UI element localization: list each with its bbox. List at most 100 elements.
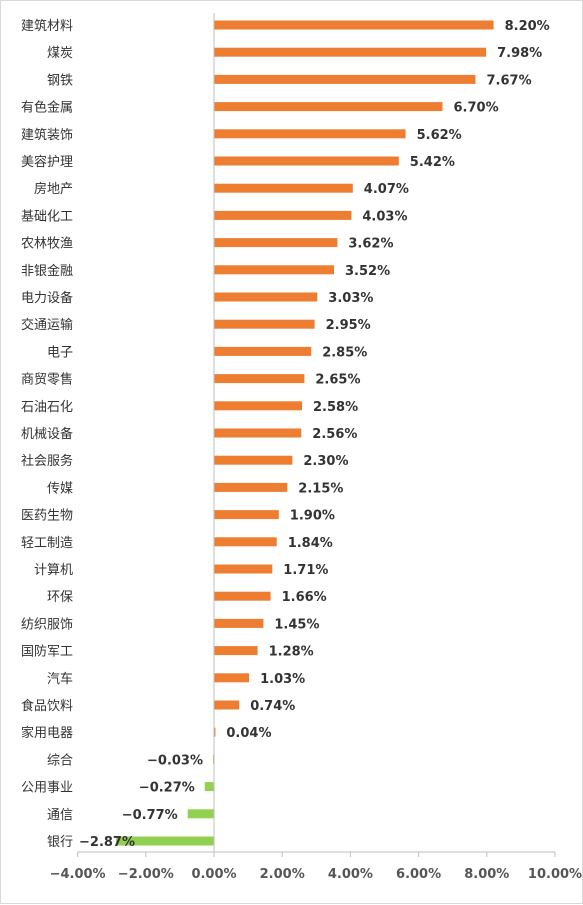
category-labels: 建筑材料煤炭钢铁有色金属建筑装饰美容护理房地产基础化工农林牧渔非银金融电力设备交… [21,18,73,850]
value-label: 5.62% [417,128,462,143]
value-label: 2.95% [326,318,371,333]
bar [214,673,250,683]
bar [214,319,315,329]
category-label: 通信 [47,808,73,823]
value-label: 3.03% [328,291,373,306]
bars-layer [116,20,494,846]
category-label: 建筑材料 [21,18,73,34]
category-label: 房地产 [34,181,73,197]
category-label: 社会服务 [21,453,73,469]
bar [214,700,240,710]
bar [214,265,334,275]
category-label: 电力设备 [21,290,73,306]
category-label: 食品饮料 [21,698,73,714]
value-label: 2.58% [313,400,358,415]
category-label: 机械设备 [21,426,73,442]
bar [214,102,443,112]
bar [214,183,353,193]
category-label: 煤炭 [47,46,73,61]
value-label: 3.62% [348,237,393,252]
value-label: 5.42% [410,155,455,170]
bar [214,47,487,57]
x-tick-label: 6.00% [396,867,441,882]
value-label: 1.66% [282,590,327,605]
category-label: 交通运输 [21,317,73,333]
bar [214,374,305,384]
value-label: 1.84% [288,536,333,551]
bar [116,836,214,846]
value-label: 3.52% [345,264,390,279]
bar [214,591,271,601]
category-label: 钢铁 [47,73,73,88]
x-tick-label: 8.00% [464,867,509,882]
value-label: 2.30% [303,454,348,469]
value-label: 4.07% [364,182,409,197]
bar [214,482,288,492]
category-label: 医药生物 [21,509,73,524]
category-label: 基础化工 [21,209,73,224]
category-label: 传媒 [47,481,73,496]
value-label: −0.77% [122,808,178,823]
bar [214,537,277,547]
bar [214,156,399,166]
category-label: 汽车 [47,671,73,687]
value-label: 7.98% [497,46,542,61]
category-label: 公用事业 [21,781,73,796]
value-label: 8.20% [505,19,550,34]
bar [214,510,279,520]
category-label: 环保 [47,590,73,605]
value-label: 1.28% [269,645,314,660]
bar [214,618,264,628]
category-label: 电子 [47,345,73,360]
value-label: −2.87% [79,835,135,850]
category-label: 美容护理 [21,154,73,170]
bar [204,782,214,792]
value-label: 4.03% [362,209,407,224]
category-label: 综合 [47,753,73,768]
value-label: 1.03% [260,672,305,687]
bar [214,74,476,84]
x-tick-label: 10.00% [528,867,582,882]
category-label: 非银金融 [21,263,73,279]
value-label: 1.45% [274,617,319,632]
bar [214,646,258,656]
value-label: 2.85% [322,345,367,360]
category-label: 建筑装饰 [21,127,73,143]
category-label: 国防军工 [21,644,73,660]
bar [214,292,318,302]
x-tick-label: 2.00% [260,867,305,882]
category-label: 农林牧渔 [21,237,73,252]
x-tick-label: 4.00% [328,867,373,882]
bar [214,727,216,737]
bar [214,238,338,248]
value-label: 0.74% [250,699,295,714]
bar [214,210,352,220]
value-label: 0.04% [226,726,271,741]
category-label: 纺织服饰 [21,617,73,632]
category-label: 轻工制造 [21,536,73,551]
bar [214,401,302,411]
value-label: 7.67% [487,73,532,88]
value-label: 6.70% [454,101,499,116]
category-label: 石油石化 [21,400,73,415]
value-label: 2.56% [312,427,357,442]
bar [187,809,214,819]
value-label: 1.90% [290,509,335,524]
x-axis-ticks: −4.00% −2.00% 0.00% 2.00% 4.00% 6.00% 8.00% 10.… [50,852,582,882]
value-label: 1.71% [283,563,328,578]
category-label: 计算机 [34,563,73,578]
x-tick-label: −2.00% [118,867,174,882]
bar [214,346,312,356]
category-label: 家用电器 [21,725,73,741]
value-label: −0.03% [147,753,203,768]
category-label: 银行 [47,835,73,850]
x-tick-label: −4.00% [50,867,106,882]
bar [214,428,302,438]
bar [214,129,406,139]
value-label: 2.65% [315,373,360,388]
x-tick-label: 0.00% [191,867,236,882]
bar [214,455,293,465]
value-label: 2.15% [298,481,343,496]
